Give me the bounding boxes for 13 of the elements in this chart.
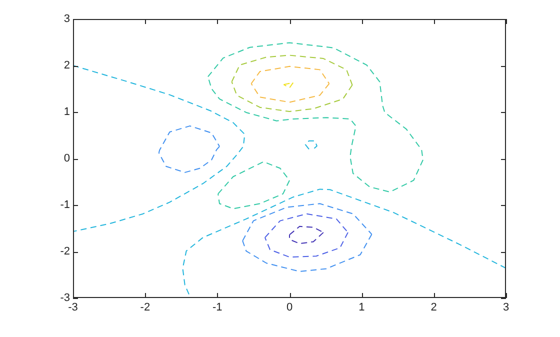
x-tick-label: 2 <box>430 302 437 314</box>
y-tick-label: -2 <box>60 246 70 258</box>
y-tick-label: 2 <box>64 60 70 72</box>
y-tick-label: -1 <box>60 199 70 212</box>
x-tick-label: 3 <box>502 302 510 314</box>
y-tick-label: -3 <box>60 292 70 304</box>
y-tick-label: 1 <box>64 106 70 118</box>
x-tick-label: 0 <box>286 302 293 314</box>
y-tick-label: 0 <box>64 152 70 165</box>
x-tick-label: 1 <box>358 302 365 314</box>
x-tick-label: -1 <box>212 302 222 314</box>
x-tick-label: -2 <box>140 302 150 314</box>
y-tick-label: 3 <box>64 13 70 26</box>
